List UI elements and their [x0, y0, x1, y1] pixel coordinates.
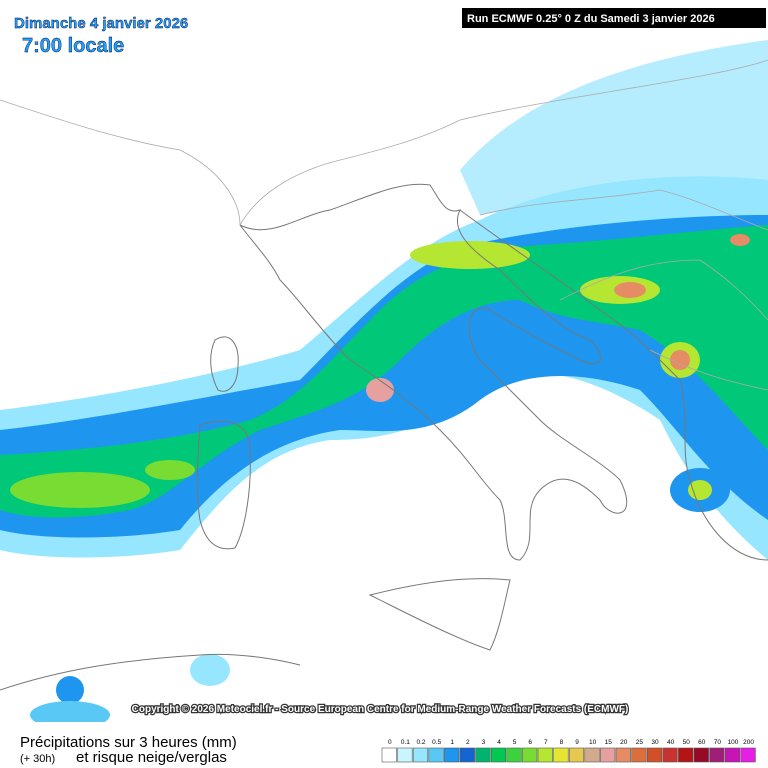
scale-label: 9	[575, 739, 579, 746]
legend-subtitle: et risque neige/verglas	[76, 749, 227, 766]
forecast-time: 7:00 locale	[22, 35, 124, 57]
scale-label: 200	[743, 739, 754, 746]
scale-swatch	[740, 747, 756, 763]
scale-swatch	[709, 747, 725, 763]
legend-lead: (+ 30h)	[20, 753, 55, 765]
scale-swatch	[397, 747, 413, 763]
scale-label: 7	[544, 739, 548, 746]
run-box	[462, 8, 766, 28]
scale-label: 1	[450, 739, 454, 746]
scale-swatch	[662, 747, 678, 763]
scale-label: 40	[667, 739, 675, 746]
scale-label: 70	[714, 739, 722, 746]
scale-label: 15	[605, 739, 613, 746]
scale-swatch	[537, 747, 553, 763]
scale-label: 20	[620, 739, 628, 746]
scale-label: 3	[482, 739, 486, 746]
scale-swatch	[490, 747, 507, 763]
scale-swatch	[678, 747, 694, 763]
scale-label: 6	[528, 739, 532, 746]
coastlines	[0, 59, 768, 691]
scale-swatch	[459, 747, 475, 763]
scale-swatch	[600, 747, 616, 763]
scale-label: 2	[466, 739, 470, 746]
scale-label: 100	[728, 739, 739, 746]
scale-label: 0.2	[416, 739, 425, 746]
scale-swatch	[693, 747, 709, 763]
scale-label: 30	[651, 739, 659, 746]
scale-swatch	[444, 747, 460, 763]
scale-label: 4	[497, 739, 501, 746]
run-info: Run ECMWF 0.25° 0 Z du Samedi 3 janvier …	[467, 13, 715, 25]
precipitation	[0, 40, 768, 729]
scale-label: 0.5	[432, 739, 441, 746]
scale-label: 25	[636, 739, 644, 746]
scale-swatch	[475, 747, 491, 763]
scale-swatch	[522, 747, 538, 763]
scale-label: 60	[698, 739, 706, 746]
scale-swatch	[428, 747, 444, 763]
scale-swatch	[553, 747, 569, 763]
scale-swatch	[646, 747, 663, 763]
legend-title: Précipitations sur 3 heures (mm)	[20, 734, 237, 751]
scale-label: 0.1	[401, 739, 410, 746]
scale-label: 8	[560, 739, 564, 746]
scale-swatch	[724, 747, 741, 763]
color-scale: 0 0.1 0.2 0.5 1 2 3 4 5 6 7 8 9 10 15 20 25 30 40 50 60 70 100…	[381, 739, 756, 763]
copyright: Copyright © 2026 Meteociel.fr - Source E…	[132, 704, 629, 715]
scale-label: 10	[589, 739, 597, 746]
scale-swatch	[631, 747, 647, 763]
scale-swatch	[584, 747, 600, 763]
scale-swatch	[412, 747, 429, 763]
scale-label: 50	[683, 739, 691, 746]
forecast-date: Dimanche 4 janvier 2026	[14, 15, 188, 32]
scale-swatch	[568, 747, 585, 763]
scale-swatch	[506, 747, 522, 763]
scale-label: 5	[513, 739, 517, 746]
scale-swatch	[381, 747, 397, 763]
scale-swatch	[615, 747, 631, 763]
scale-label: 0	[388, 739, 392, 746]
